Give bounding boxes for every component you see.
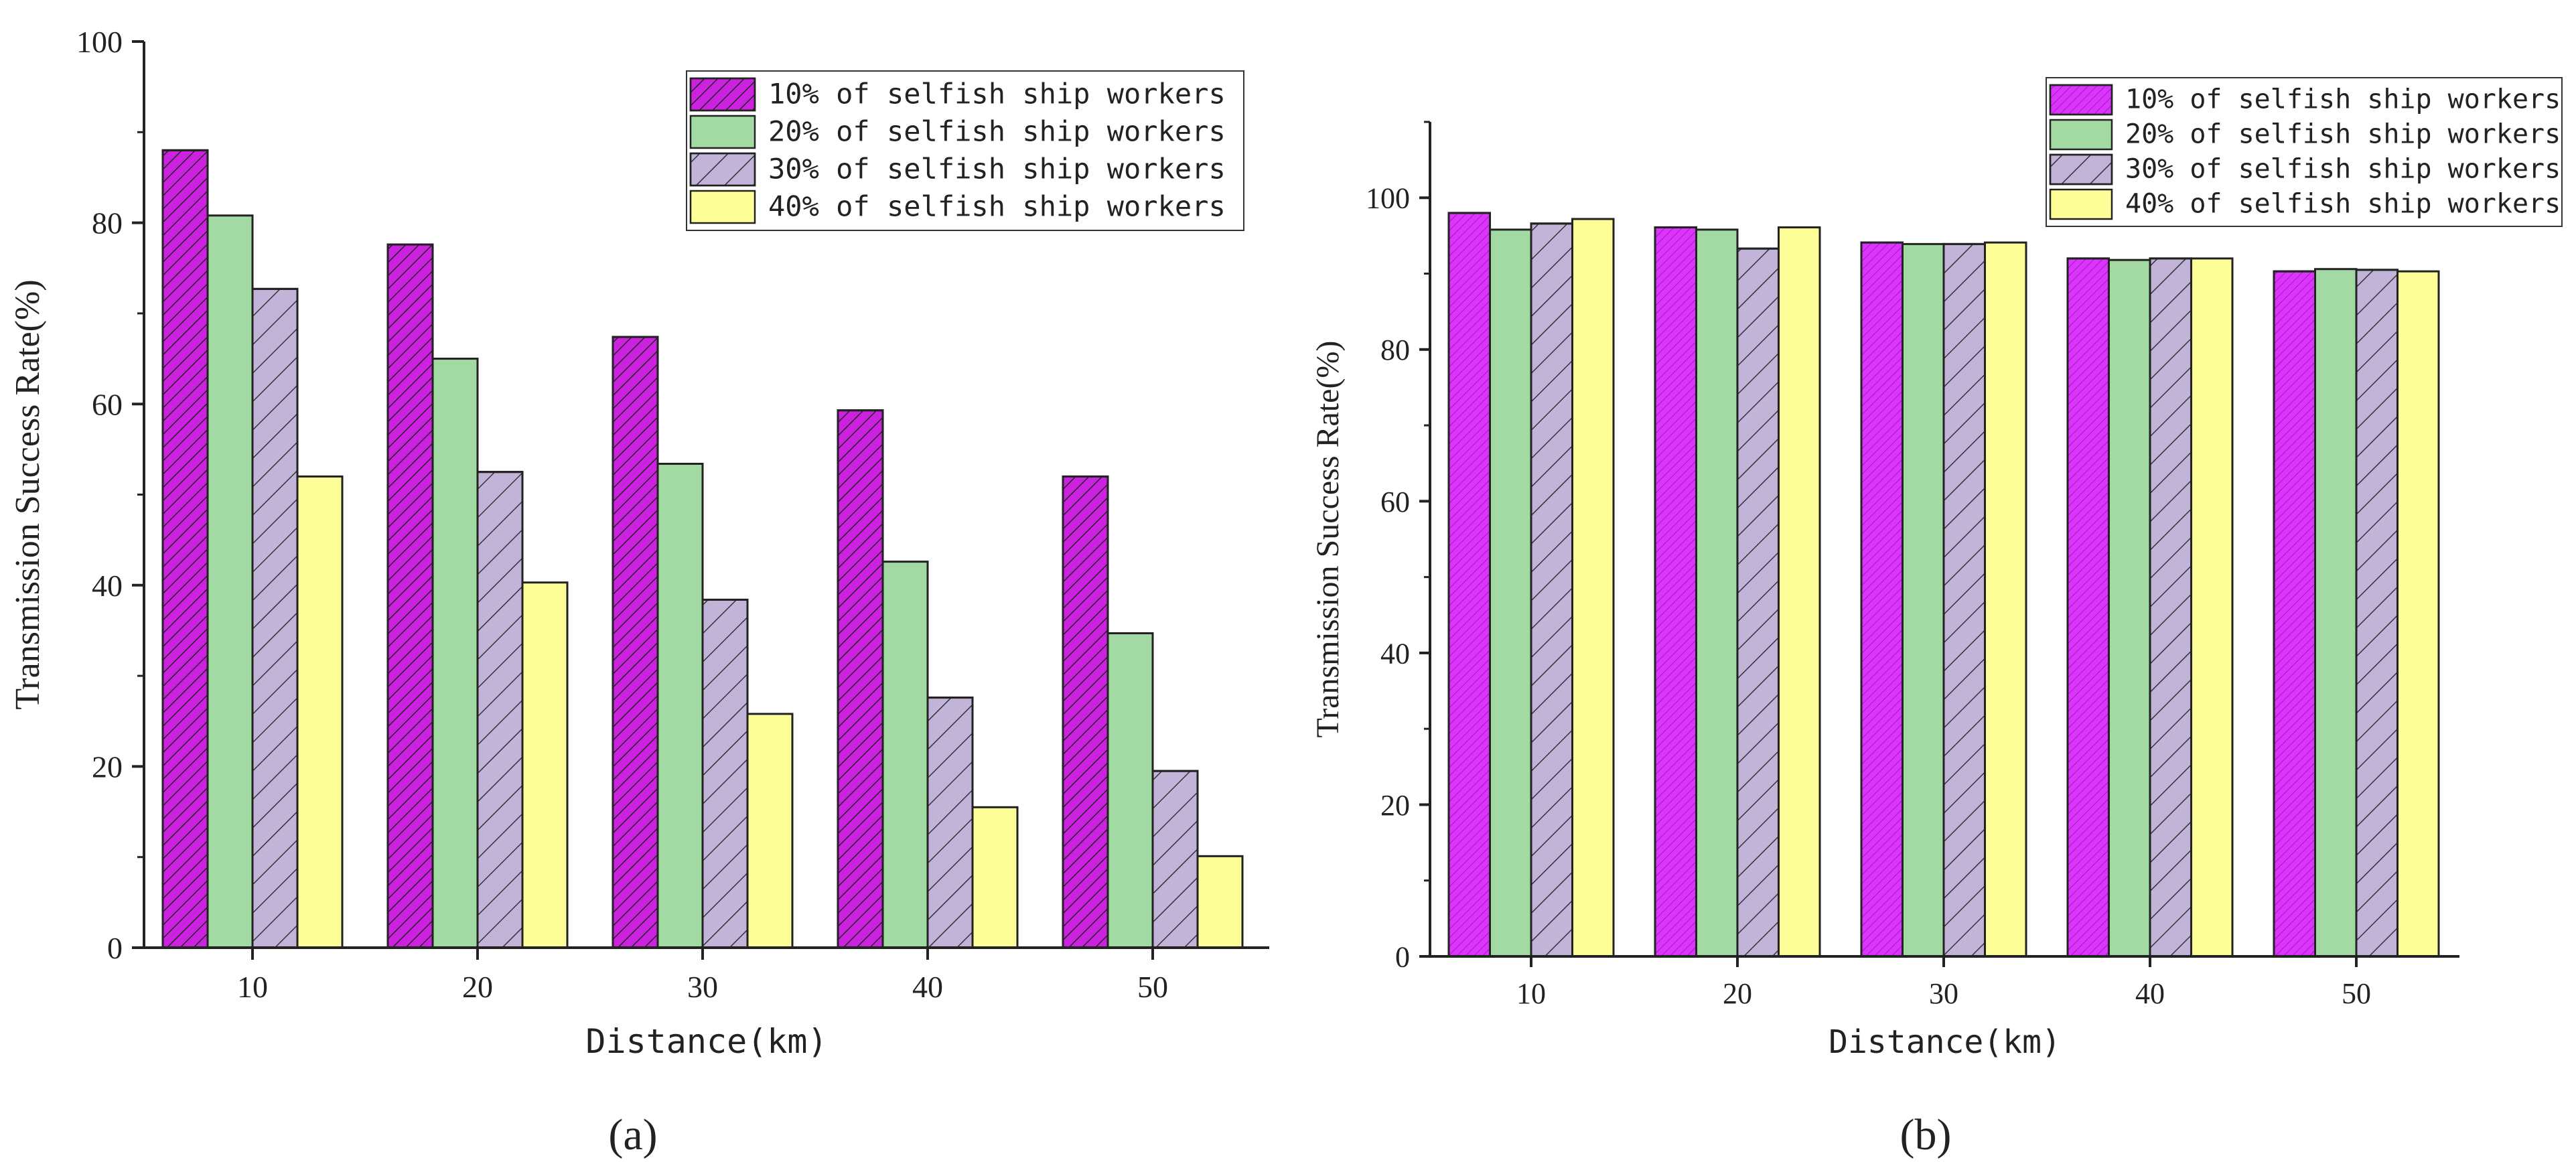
legend-swatch — [689, 190, 756, 224]
legend-label: 40% of selfish ship workers — [2125, 188, 2561, 219]
y-tick-label: 100 — [1366, 182, 1410, 215]
bar-hatch-10pct-40 — [837, 409, 884, 949]
y-tick-label: 80 — [1380, 334, 1410, 366]
y-tick-label: 100 — [76, 25, 123, 59]
x-tick-label: 50 — [2342, 977, 2371, 1010]
bar-40pct-50 — [2396, 270, 2440, 958]
bar-hatch-30pct-10 — [251, 287, 299, 949]
bar-hatch-30pct-30 — [701, 598, 749, 949]
bar-40pct-40 — [2190, 257, 2234, 958]
legend-label: 30% of selfish ship workers — [768, 152, 1226, 185]
y-ticks-b: 0 20 40 60 80 100 — [1366, 121, 1430, 973]
bar-20pct-50 — [1106, 632, 1154, 949]
bar-hatch-10pct-50 — [2273, 270, 2316, 958]
bar-20pct-30 — [1902, 242, 1945, 958]
bar-hatch-10pct-40 — [2066, 257, 2110, 958]
bar-40pct-50 — [1196, 855, 1244, 949]
legend-swatch-hatch — [689, 152, 756, 187]
bar-20pct-10 — [1489, 228, 1532, 958]
legend-label: 40% of selfish ship workers — [768, 190, 1226, 222]
bar-20pct-30 — [656, 462, 704, 949]
x-tick-label: 50 — [1137, 970, 1168, 1004]
x-tick-label: 20 — [462, 970, 493, 1004]
chart-panel-a: 0 20 40 60 80 100 10 20 30 40 50 Transmission Suc… — [9, 25, 1269, 1159]
bar-40pct-10 — [296, 475, 344, 949]
y-tick-label: 0 — [1395, 940, 1410, 973]
axes-b: 0 20 40 60 80 100 10 20 30 40 50 Transmission Suc… — [1310, 121, 2459, 1061]
y-tick-label: 40 — [92, 569, 123, 603]
y-tick-label: 40 — [1380, 637, 1410, 670]
x-tick-label: 40 — [2135, 977, 2165, 1010]
y-tick-label: 20 — [1380, 789, 1410, 822]
legend-label: 20% of selfish ship workers — [768, 115, 1226, 147]
bar-20pct-40 — [2108, 259, 2151, 958]
bar-hatch-30pct-10 — [1530, 222, 1573, 958]
legend-swatch — [2049, 119, 2113, 151]
y-tick-label: 0 — [107, 931, 123, 965]
y-tick-label: 20 — [92, 750, 123, 784]
bar-40pct-20 — [1778, 226, 1821, 958]
bar-40pct-30 — [746, 713, 794, 949]
bar-20pct-20 — [431, 358, 479, 949]
y-ticks-a: 0 20 40 60 80 100 — [76, 25, 144, 965]
legend-label: 20% of selfish ship workers — [2125, 119, 2561, 149]
x-tick-label: 40 — [912, 970, 943, 1004]
bar-hatch-10pct-20 — [386, 243, 434, 949]
y-tick-label: 60 — [92, 387, 123, 421]
legend-label: 10% of selfish ship workers — [768, 77, 1226, 110]
x-axis-label-b: Distance(km) — [1829, 1023, 2061, 1061]
bar-20pct-50 — [2314, 268, 2358, 958]
legend-label: 10% of selfish ship workers — [2125, 84, 2561, 115]
legend-swatch — [2049, 188, 2113, 220]
legend-frame-a — [686, 70, 1244, 231]
bar-hatch-10pct-10 — [1447, 212, 1491, 958]
y-axis-label-a: Transmission Success Rate(%) — [9, 279, 47, 709]
legend-swatch — [689, 115, 756, 149]
bar-40pct-20 — [521, 581, 569, 949]
bar-hatch-30pct-30 — [1942, 242, 1986, 958]
panel-label-a: (a) — [608, 1110, 657, 1159]
bar-hatch-10pct-20 — [1654, 226, 1697, 958]
bar-hatch-10pct-30 — [1860, 241, 1904, 958]
legend-label: 30% of selfish ship workers — [2125, 153, 2561, 184]
x-ticks-a: 10 20 30 40 50 — [237, 948, 1168, 1004]
bar-hatch-30pct-50 — [2355, 269, 2399, 958]
legend-swatch-hatch — [689, 77, 756, 112]
bars-a — [161, 149, 1244, 949]
bar-hatch-10pct-50 — [1062, 475, 1109, 949]
y-axis-label-b: Transmission Success Rate(%) — [1310, 341, 1346, 738]
x-tick-label: 30 — [687, 970, 718, 1004]
bar-20pct-20 — [1695, 228, 1739, 958]
x-axis-label-a: Distance(km) — [585, 1022, 827, 1061]
bar-hatch-30pct-20 — [476, 471, 524, 949]
y-tick-label: 80 — [92, 206, 123, 240]
bar-40pct-40 — [971, 806, 1019, 949]
bars-b — [1447, 212, 2440, 958]
x-tick-label: 10 — [237, 970, 268, 1004]
bar-hatch-30pct-40 — [2149, 257, 2192, 958]
bar-40pct-30 — [1984, 241, 2027, 958]
bar-hatch-30pct-50 — [1151, 770, 1199, 949]
x-tick-label: 30 — [1929, 977, 1958, 1010]
chart-panel-b: 0 20 40 60 80 100 10 20 30 40 50 Transmission Suc… — [1310, 77, 2563, 1159]
bar-hatch-30pct-40 — [926, 697, 974, 949]
legend-swatch-hatch — [2049, 153, 2113, 186]
bar-20pct-10 — [206, 214, 254, 949]
legend-a: 10% of selfish ship workers 20% of selfis… — [686, 70, 1244, 231]
legend-frame-b — [2046, 77, 2563, 227]
bar-20pct-40 — [881, 561, 929, 949]
x-tick-label: 10 — [1516, 977, 1546, 1010]
legend-swatch-hatch — [2049, 84, 2113, 116]
bar-hatch-10pct-30 — [612, 336, 659, 949]
bar-hatch-10pct-10 — [161, 149, 209, 949]
panel-label-b: (b) — [1900, 1110, 1952, 1159]
bar-40pct-10 — [1571, 218, 1615, 958]
x-tick-label: 20 — [1723, 977, 1752, 1010]
x-ticks-b: 10 20 30 40 50 — [1516, 956, 2371, 1010]
bar-hatch-30pct-20 — [1736, 247, 1780, 958]
axes-a: 0 20 40 60 80 100 10 20 30 40 50 Transmission Suc… — [9, 25, 1269, 1061]
legend-b: 10% of selfish ship workers 20% of selfis… — [2046, 77, 2563, 227]
y-tick-label: 60 — [1380, 486, 1410, 518]
